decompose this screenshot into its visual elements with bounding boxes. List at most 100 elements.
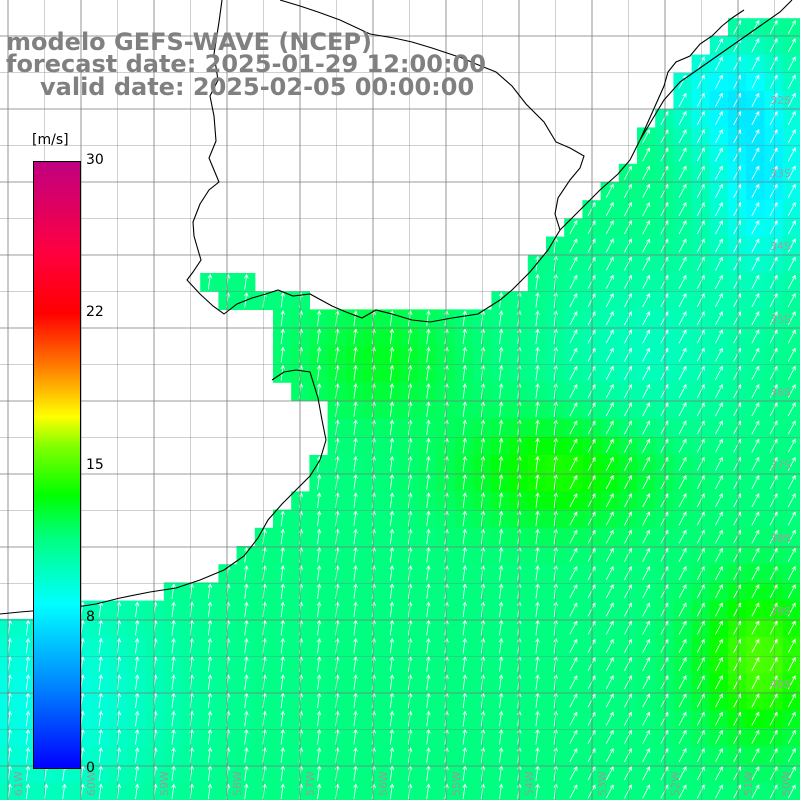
wind-arrow: [678, 675, 687, 690]
wind-arrow: [696, 365, 705, 380]
wind-arrow: [353, 419, 358, 436]
wind-arrow: [498, 783, 504, 800]
wind-speed-cell: [728, 436, 747, 456]
longitude-label: 52W: [669, 771, 682, 796]
wind-speed-cell: [728, 327, 747, 347]
wind-arrow: [171, 601, 176, 618]
wind-arrow: [733, 638, 742, 653]
wind-speed-cell: [764, 509, 784, 529]
wind-arrow: [498, 619, 504, 636]
wind-arrow: [426, 437, 431, 454]
wind-speed-cell: [673, 455, 693, 474]
wind-arrow: [553, 474, 558, 490]
wind-speed-cell: [728, 709, 747, 729]
wind-speed-cell: [709, 182, 729, 201]
wind-arrow: [751, 547, 760, 562]
wind-arrow: [733, 183, 742, 198]
wind-arrow: [353, 528, 358, 545]
wind-arrow: [624, 711, 632, 726]
wind-arrow: [353, 783, 358, 800]
wind-speed-cell: [728, 418, 747, 438]
wind-speed-cell: [691, 455, 711, 474]
wind-arrow: [280, 674, 285, 690]
wind-speed-cell: [764, 36, 784, 56]
wind-arrow: [678, 693, 687, 708]
wind-speed-cell: [764, 546, 784, 565]
wind-speed-cell: [673, 254, 693, 274]
wind-arrow: [696, 529, 705, 544]
wind-speed-cell: [637, 546, 656, 565]
wind-arrow: [426, 455, 431, 472]
latitude-label: 39S: [770, 605, 791, 618]
wind-arrow: [353, 346, 358, 363]
wind-arrow: [569, 274, 578, 289]
wind-speed-cell: [764, 200, 784, 219]
wind-arrow: [769, 584, 778, 599]
wind-speed-cell: [709, 327, 729, 347]
wind-arrow: [751, 183, 760, 198]
wind-arrow: [498, 546, 504, 563]
wind-arrow: [769, 74, 778, 89]
wind-arrow: [733, 38, 742, 53]
wind-arrow: [787, 201, 796, 217]
wind-arrow: [316, 656, 322, 672]
wind-arrow: [715, 438, 723, 453]
wind-speed-cell: [673, 709, 693, 729]
wind-arrow: [660, 329, 669, 344]
wind-arrow: [769, 638, 778, 653]
latitude-label: 34S: [770, 240, 791, 253]
wind-arrow: [787, 256, 796, 271]
wind-speed-cell: [673, 200, 693, 219]
wind-arrow: [244, 656, 249, 672]
wind-speed-cell: [764, 436, 784, 456]
wind-speed-cell: [709, 455, 729, 474]
wind-speed-cell: [564, 546, 583, 565]
wind-arrow: [98, 619, 103, 636]
longitude-label: 54W: [523, 771, 536, 796]
wind-speed-cell: [746, 127, 765, 147]
wind-speed-cell: [709, 527, 729, 547]
wind-arrow: [769, 438, 778, 453]
wind-arrow: [171, 656, 176, 672]
wind-arrow: [733, 74, 742, 89]
wind-speed-cell: [673, 127, 693, 147]
wind-arrow: [733, 383, 742, 399]
wind-speed-cell: [709, 127, 729, 147]
wind-arrow: [462, 546, 467, 563]
wind-arrow: [244, 601, 249, 618]
wind-arrow: [605, 402, 614, 417]
wind-arrow: [553, 710, 558, 727]
wind-arrow: [624, 329, 632, 344]
wind-speed-cell: [746, 309, 765, 329]
wind-arrow: [605, 729, 614, 744]
wind-arrow: [696, 693, 705, 708]
wind-speed-cell: [728, 618, 747, 638]
wind-arrow: [553, 747, 558, 763]
wind-speed-cell: [746, 491, 765, 511]
wind-arrow: [605, 656, 614, 672]
wind-arrow: [733, 420, 742, 435]
wind-arrow: [207, 710, 213, 727]
wind-arrow: [535, 528, 540, 545]
wind-speed-cell: [618, 764, 638, 784]
wind-speed-cell: [691, 709, 711, 729]
wind-arrow: [769, 347, 778, 362]
wind-speed-cell: [600, 655, 620, 674]
wind-speed-cell: [564, 364, 583, 383]
wind-arrow: [535, 747, 540, 763]
wind-arrow: [678, 493, 687, 508]
wind-arrow: [696, 547, 705, 562]
wind-arrow: [733, 729, 742, 744]
wind-speed-cell: [564, 618, 583, 638]
wind-arrow: [535, 674, 540, 690]
wind-arrow: [624, 747, 632, 763]
wind-speed-cell: [673, 91, 693, 110]
wind-arrow: [316, 637, 322, 654]
wind-speed-cell: [637, 145, 656, 165]
wind-speed-cell: [691, 200, 711, 219]
wind-arrow: [751, 19, 760, 35]
colorbar-tick-22: 22: [86, 304, 104, 320]
wind-speed-cell: [618, 382, 638, 401]
wind-arrow: [207, 637, 213, 654]
wind-arrow: [25, 783, 31, 800]
